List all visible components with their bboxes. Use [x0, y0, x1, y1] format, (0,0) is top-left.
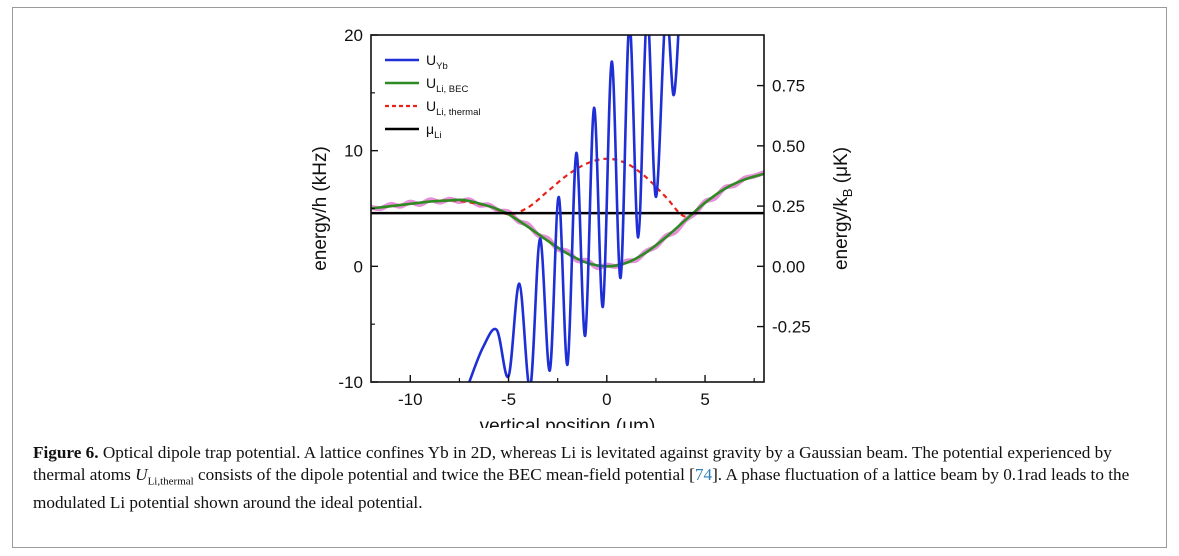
- y-left-tick-label: -10: [338, 373, 363, 392]
- x-tick-label: -10: [398, 390, 423, 409]
- y-axis-title-right: energy/kB (μK): [831, 147, 855, 270]
- series-line-u-li-bec: [371, 172, 764, 268]
- x-tick-label: 0: [602, 390, 611, 409]
- x-axis-title: vertical position (μm): [480, 416, 656, 428]
- y-right-tick-label: 0.00: [772, 257, 805, 276]
- series-line-u-li-thermal: [371, 157, 764, 218]
- legend-label-mu-li: μLi: [426, 121, 441, 141]
- figure-frame: -10 0 10 20 -0.25 0.00 0.25 0.50 0.75 -10 -5 0 5 vert…: [12, 7, 1167, 548]
- caption-reference-link[interactable]: 74: [694, 465, 713, 484]
- caption-text-3: ]. A phase fluctuation of a lattice beam…: [33, 465, 1130, 513]
- legend-label-u-yb: UYb: [426, 52, 448, 72]
- y-right-tick-label: 0.50: [772, 137, 805, 156]
- legend-label-u-li-thermal: ULi, thermal: [426, 98, 480, 118]
- x-tick-label: -5: [501, 390, 516, 409]
- series-line-u-yb: [468, 35, 680, 382]
- y-axis-title-left: energy/h (kHz): [310, 146, 331, 271]
- legend: UYb ULi, BEC ULi, thermal μLi: [385, 52, 480, 141]
- caption-symbol-sub: Li,thermal: [147, 475, 194, 488]
- legend-label-u-li-bec: ULi, BEC: [426, 75, 468, 95]
- y-left-tick-label: 20: [344, 26, 363, 45]
- caption-text-1: Optical dipole trap potential. A lattice…: [33, 443, 1112, 484]
- y-left-tick-label: 10: [344, 142, 363, 161]
- figure-caption: Figure 6. Optical dipole trap potential.…: [33, 442, 1163, 514]
- y-right-tick-label: 0.25: [772, 197, 805, 216]
- x-tick-label: 5: [700, 390, 709, 409]
- y-right-tick-label: 0.75: [772, 77, 805, 96]
- caption-symbol: U: [135, 465, 148, 484]
- caption-text-2: consists of the dipole potential and twi…: [193, 465, 695, 484]
- y-right-tick-label: -0.25: [772, 318, 811, 337]
- caption-label: Figure 6.: [33, 443, 99, 462]
- y-left-tick-label: 0: [354, 257, 363, 276]
- chart: -10 0 10 20 -0.25 0.00 0.25 0.50 0.75 -10 -5 0 5 vert…: [310, 26, 855, 428]
